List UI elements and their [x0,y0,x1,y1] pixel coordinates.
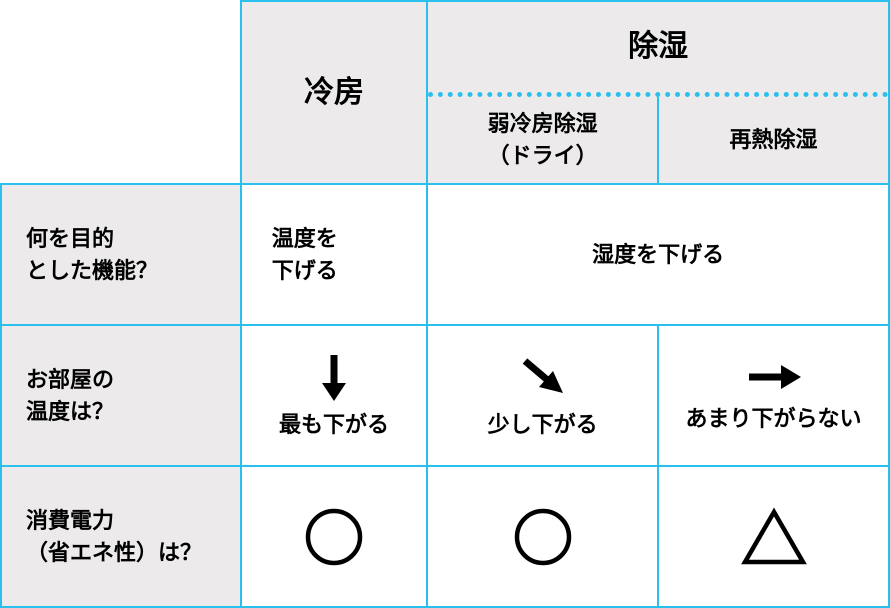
cell-purpose-dehumidify-text: 湿度を下げる [592,242,724,267]
row-label-purpose: 何を目的 とした機能？ [1,184,241,325]
comparison-table: 冷房 除湿 弱冷房除湿 （ドライ） 再熱除湿 [0,0,890,608]
row-label-room-temp: お部屋の 温度は？ [1,325,241,466]
cell-roomtemp-reheat-text: あまり下がらない [686,403,862,435]
row-label-power-line1: 消費電力 [26,508,114,533]
cell-roomtemp-cooling-text: 最も下がる [279,409,389,441]
comparison-table-container: 冷房 除湿 弱冷房除湿 （ドライ） 再熱除湿 [0,0,890,608]
col-header-cooling-label: 冷房 [304,76,364,109]
subheader-weak-line2: （ドライ） [488,143,598,168]
cell-roomtemp-cooling: 最も下がる [241,325,427,466]
circle-symbol-icon [304,507,364,567]
cell-roomtemp-reheat: あまり下がらない [658,325,889,466]
col-subheader-weak-cool-dry: 弱冷房除湿 （ドライ） [428,97,659,183]
col-header-dehumidify: 除湿 [428,2,888,97]
col-header-dehumidify-label: 除湿 [628,25,688,69]
row-label-purpose-line2: とした機能？ [26,258,158,283]
cell-purpose-cooling-line2: 下げる [272,258,338,283]
cell-power-weak [427,466,658,607]
col-subheader-reheat: 再熱除湿 [659,97,888,183]
col-header-cooling: 冷房 [241,1,427,184]
row-label-power: 消費電力 （省エネ性）は？ [1,466,241,607]
arrow-down-right-icon [515,351,571,403]
cell-roomtemp-weak: 少し下がる [427,325,658,466]
circle-symbol-icon [513,507,573,567]
arrow-down-icon [314,351,354,403]
row-label-power-line2: （省エネ性）は？ [26,540,202,565]
row-label-purpose-line1: 何を目的 [26,226,114,251]
subheader-weak-line1: 弱冷房除湿 [488,111,598,136]
row-label-room-temp-line1: お部屋の [26,367,114,392]
cell-power-cooling [241,466,427,607]
table-corner-empty [1,1,241,184]
col-header-dehumidify-group: 除湿 弱冷房除湿 （ドライ） 再熱除湿 [427,1,889,184]
subheader-reheat-label: 再熱除湿 [730,124,818,156]
cell-purpose-cooling-line1: 温度を [272,226,338,251]
row-label-room-temp-line2: 温度は？ [26,399,114,424]
triangle-symbol-icon [739,506,809,568]
cell-purpose-cooling: 温度を 下げる [241,184,427,325]
cell-purpose-dehumidify: 湿度を下げる [427,184,889,325]
arrow-right-icon [743,357,805,397]
cell-power-reheat [658,466,889,607]
cell-roomtemp-weak-text: 少し下がる [488,409,598,441]
